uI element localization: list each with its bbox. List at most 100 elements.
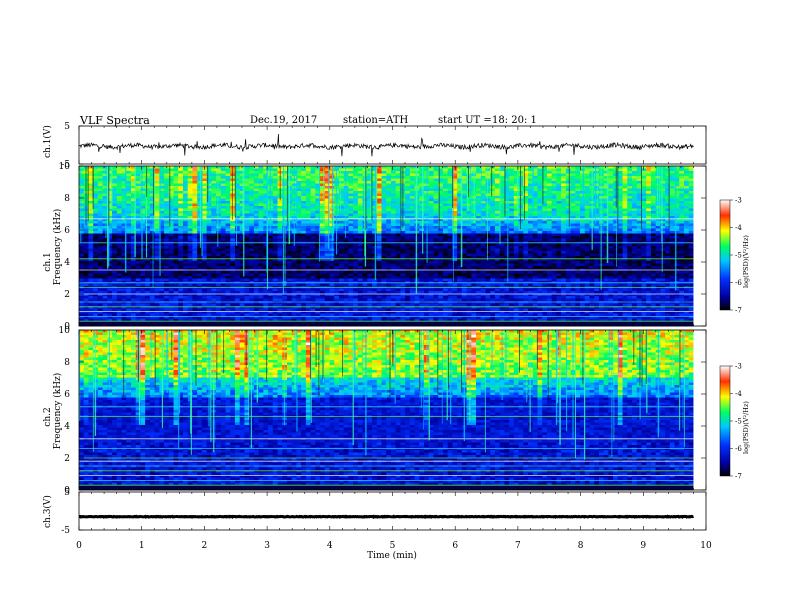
spec1-cell — [201, 296, 208, 299]
spec1-cell — [286, 288, 293, 292]
spec1-cell — [286, 296, 293, 299]
spec1-cell — [102, 236, 108, 239]
spec1-cell — [216, 173, 222, 177]
spec1-cell — [140, 188, 146, 192]
spec1-cell — [376, 273, 382, 277]
spec1-cell — [343, 291, 349, 294]
spec1-cell — [372, 283, 378, 287]
spec1-cell — [310, 206, 316, 209]
spec1-cell — [83, 323, 89, 327]
spec1-cell — [258, 173, 264, 177]
spec1-cell — [433, 223, 439, 227]
spec1-cell — [433, 178, 439, 182]
ch1-waveform-plot — [79, 133, 694, 157]
spec1-cell — [234, 293, 241, 297]
spec1-cell — [301, 178, 307, 182]
spec1-cell — [249, 263, 255, 267]
spec1-cell — [405, 176, 411, 179]
spec1-cell — [112, 291, 118, 294]
spec1-cell — [211, 196, 217, 199]
spec1-cell — [173, 198, 179, 202]
spec1-cell — [201, 308, 208, 312]
spec1-cell — [149, 223, 156, 227]
spec1-cell — [272, 191, 278, 194]
spec1-cell — [140, 283, 146, 287]
spec1-cell — [286, 278, 293, 282]
spec1-cell — [348, 296, 354, 299]
spec1-cell — [348, 208, 354, 212]
spec1-cell — [343, 233, 349, 237]
spec1-cell — [97, 186, 104, 189]
spec1-cell — [277, 236, 283, 239]
spec1-cell — [239, 271, 245, 274]
spec1-cell — [102, 193, 108, 197]
spec1-cell — [145, 181, 151, 184]
spec1-cell — [178, 303, 184, 307]
spec1-cell — [338, 246, 345, 249]
spec1-cell — [97, 271, 104, 274]
spec1-cell — [216, 251, 222, 254]
spec1-cell — [419, 283, 425, 287]
spec1-cell — [197, 311, 203, 314]
spec1-cell — [234, 288, 241, 292]
spec1-cell — [126, 188, 132, 192]
spec1-cell — [419, 248, 425, 252]
spec1-cell — [428, 253, 434, 257]
spec1-cell — [182, 303, 189, 307]
spec1-cell — [178, 203, 184, 207]
spec1-cell — [88, 261, 94, 264]
spec1-cell — [305, 186, 312, 189]
spec1-cell — [201, 226, 208, 229]
spec1-cell — [433, 246, 439, 249]
spec1-cell — [93, 173, 99, 177]
spec1-cell — [182, 253, 189, 257]
spec1-cell — [338, 171, 345, 174]
spec1-cell — [220, 191, 226, 194]
spec1-cell — [268, 243, 274, 247]
spec1-cell — [338, 226, 345, 229]
spec1-cell — [386, 283, 392, 287]
spec1-cell — [88, 181, 94, 184]
spec1-cell — [206, 278, 212, 282]
spec1-cell — [140, 236, 146, 239]
spec1-cell — [230, 256, 236, 259]
spec1-cell — [220, 181, 226, 184]
spec1-cell — [121, 278, 127, 282]
spec1-cell — [419, 168, 425, 172]
spec1-cell — [135, 311, 141, 314]
spec1-cell — [211, 231, 217, 234]
spec1-cell — [216, 291, 222, 294]
spec1-cell — [433, 183, 439, 187]
spec1-cell — [395, 253, 401, 257]
spec1-cell — [126, 181, 132, 184]
spec1-cell — [353, 188, 359, 192]
spec1-cell — [268, 308, 274, 312]
spec1-cell — [173, 293, 179, 297]
spec1-cell — [211, 233, 217, 237]
spec1-cell — [192, 243, 198, 247]
spec1-cell — [107, 231, 113, 234]
spec1-cell — [112, 223, 118, 227]
spec1-cell — [419, 221, 425, 224]
spec1-cell — [97, 261, 104, 264]
spec1-cell — [225, 258, 231, 262]
spec1-cell — [164, 168, 170, 172]
spec1-cell — [244, 191, 250, 194]
spec1-cell — [206, 221, 212, 224]
spec1-cell — [400, 308, 406, 312]
spec1-cell — [93, 228, 99, 232]
spec1-cell — [130, 188, 137, 192]
spec1-cell — [149, 193, 156, 197]
spec1-cell — [376, 173, 382, 177]
spec1-cell — [353, 198, 359, 202]
spec1-cell — [164, 233, 170, 237]
spec1-cell — [296, 278, 302, 282]
spec1-cell — [390, 228, 397, 232]
spec1-cell — [116, 288, 122, 292]
spec1-cell — [357, 298, 363, 302]
spec1-cell — [187, 166, 193, 169]
spec1-cell — [239, 288, 245, 292]
spec1-cell — [301, 291, 307, 294]
spec1-cell — [145, 183, 151, 187]
spec1-cell — [301, 246, 307, 249]
